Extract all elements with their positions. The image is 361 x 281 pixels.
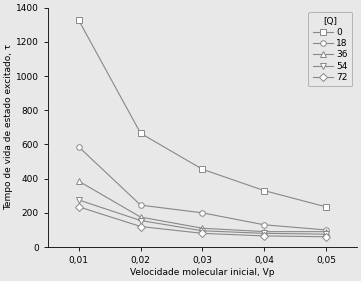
36 [324, 230, 328, 233]
36 [139, 216, 143, 219]
36 [262, 230, 266, 233]
0 [139, 132, 143, 135]
72 [77, 205, 81, 209]
Line: 54: 54 [76, 197, 329, 237]
72 [324, 235, 328, 239]
Line: 36: 36 [76, 178, 329, 234]
54 [262, 232, 266, 235]
Line: 18: 18 [76, 144, 329, 233]
54 [139, 219, 143, 222]
0 [324, 205, 328, 209]
72 [200, 232, 205, 235]
18 [77, 145, 81, 149]
54 [324, 232, 328, 236]
0 [200, 167, 205, 171]
Y-axis label: Tempo de vida de estado excitado, τ: Tempo de vida de estado excitado, τ [4, 44, 13, 210]
54 [77, 198, 81, 202]
18 [200, 211, 205, 214]
72 [262, 234, 266, 238]
Line: 0: 0 [76, 18, 329, 210]
54 [200, 229, 205, 232]
0 [77, 19, 81, 22]
18 [139, 203, 143, 207]
18 [324, 228, 328, 232]
0 [262, 189, 266, 192]
36 [77, 180, 81, 183]
72 [139, 225, 143, 228]
Line: 72: 72 [76, 204, 329, 239]
X-axis label: Velocidade molecular inicial, Vp: Velocidade molecular inicial, Vp [130, 268, 275, 277]
18 [262, 223, 266, 226]
Legend: 0, 18, 36, 54, 72: 0, 18, 36, 54, 72 [308, 12, 352, 87]
36 [200, 226, 205, 230]
